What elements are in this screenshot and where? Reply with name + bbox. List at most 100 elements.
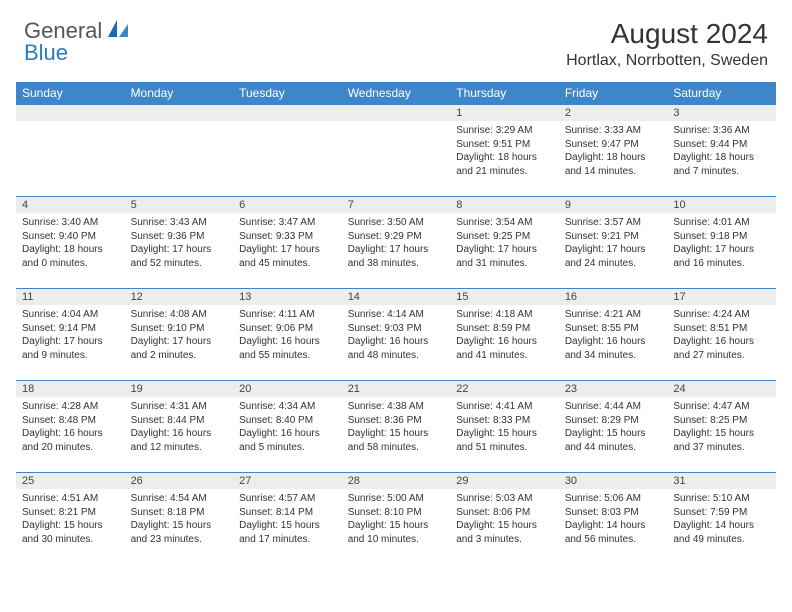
day-content: Sunrise: 4:24 AMSunset: 8:51 PMDaylight:… (667, 305, 776, 365)
day-header: Saturday (667, 82, 776, 105)
sunrise-text: Sunrise: 3:33 AM (565, 124, 662, 138)
calendar-cell: 23Sunrise: 4:44 AMSunset: 8:29 PMDayligh… (559, 381, 668, 473)
daylight-text: Daylight: 16 hours and 27 minutes. (673, 335, 770, 362)
day-number (342, 105, 451, 121)
day-number: 4 (16, 197, 125, 213)
day-content: Sunrise: 5:06 AMSunset: 8:03 PMDaylight:… (559, 489, 668, 549)
day-content: Sunrise: 4:18 AMSunset: 8:59 PMDaylight:… (450, 305, 559, 365)
day-content: Sunrise: 4:34 AMSunset: 8:40 PMDaylight:… (233, 397, 342, 457)
day-content: Sunrise: 3:57 AMSunset: 9:21 PMDaylight:… (559, 213, 668, 273)
sunrise-text: Sunrise: 4:24 AM (673, 308, 770, 322)
sunrise-text: Sunrise: 4:04 AM (22, 308, 119, 322)
sunrise-text: Sunrise: 3:43 AM (131, 216, 228, 230)
calendar-cell: 1Sunrise: 3:29 AMSunset: 9:51 PMDaylight… (450, 105, 559, 197)
day-content: Sunrise: 4:54 AMSunset: 8:18 PMDaylight:… (125, 489, 234, 549)
calendar-cell: 3Sunrise: 3:36 AMSunset: 9:44 PMDaylight… (667, 105, 776, 197)
sunset-text: Sunset: 8:29 PM (565, 414, 662, 428)
day-number: 17 (667, 289, 776, 305)
day-number: 15 (450, 289, 559, 305)
calendar-cell: 29Sunrise: 5:03 AMSunset: 8:06 PMDayligh… (450, 473, 559, 565)
daylight-text: Daylight: 18 hours and 0 minutes. (22, 243, 119, 270)
sunrise-text: Sunrise: 4:11 AM (239, 308, 336, 322)
sunset-text: Sunset: 8:21 PM (22, 506, 119, 520)
sunset-text: Sunset: 9:29 PM (348, 230, 445, 244)
sunrise-text: Sunrise: 4:54 AM (131, 492, 228, 506)
daylight-text: Daylight: 16 hours and 12 minutes. (131, 427, 228, 454)
daylight-text: Daylight: 15 hours and 3 minutes. (456, 519, 553, 546)
sunset-text: Sunset: 8:14 PM (239, 506, 336, 520)
day-number: 10 (667, 197, 776, 213)
sunset-text: Sunset: 9:18 PM (673, 230, 770, 244)
daylight-text: Daylight: 17 hours and 9 minutes. (22, 335, 119, 362)
sunrise-text: Sunrise: 3:50 AM (348, 216, 445, 230)
daylight-text: Daylight: 17 hours and 24 minutes. (565, 243, 662, 270)
sunset-text: Sunset: 7:59 PM (673, 506, 770, 520)
sunrise-text: Sunrise: 3:54 AM (456, 216, 553, 230)
calendar-cell: 14Sunrise: 4:14 AMSunset: 9:03 PMDayligh… (342, 289, 451, 381)
day-number: 11 (16, 289, 125, 305)
sunrise-text: Sunrise: 4:38 AM (348, 400, 445, 414)
calendar-cell: 21Sunrise: 4:38 AMSunset: 8:36 PMDayligh… (342, 381, 451, 473)
day-number: 25 (16, 473, 125, 489)
day-content: Sunrise: 4:31 AMSunset: 8:44 PMDaylight:… (125, 397, 234, 457)
daylight-text: Daylight: 17 hours and 16 minutes. (673, 243, 770, 270)
calendar-cell: 15Sunrise: 4:18 AMSunset: 8:59 PMDayligh… (450, 289, 559, 381)
day-content (125, 121, 234, 127)
sunrise-text: Sunrise: 3:47 AM (239, 216, 336, 230)
sunset-text: Sunset: 9:44 PM (673, 138, 770, 152)
day-number: 23 (559, 381, 668, 397)
daylight-text: Daylight: 18 hours and 14 minutes. (565, 151, 662, 178)
calendar-cell: 28Sunrise: 5:00 AMSunset: 8:10 PMDayligh… (342, 473, 451, 565)
calendar-cell: 20Sunrise: 4:34 AMSunset: 8:40 PMDayligh… (233, 381, 342, 473)
page-header: General August 2024 Hortlax, Norrbotten,… (0, 0, 792, 78)
day-header: Tuesday (233, 82, 342, 105)
calendar-cell: 18Sunrise: 4:28 AMSunset: 8:48 PMDayligh… (16, 381, 125, 473)
day-content: Sunrise: 4:38 AMSunset: 8:36 PMDaylight:… (342, 397, 451, 457)
daylight-text: Daylight: 16 hours and 5 minutes. (239, 427, 336, 454)
daylight-text: Daylight: 15 hours and 37 minutes. (673, 427, 770, 454)
sunrise-text: Sunrise: 4:51 AM (22, 492, 119, 506)
day-content: Sunrise: 4:44 AMSunset: 8:29 PMDaylight:… (559, 397, 668, 457)
calendar-cell: 10Sunrise: 4:01 AMSunset: 9:18 PMDayligh… (667, 197, 776, 289)
sunset-text: Sunset: 8:59 PM (456, 322, 553, 336)
calendar-cell: 27Sunrise: 4:57 AMSunset: 8:14 PMDayligh… (233, 473, 342, 565)
day-number: 7 (342, 197, 451, 213)
day-number: 1 (450, 105, 559, 121)
sunset-text: Sunset: 9:51 PM (456, 138, 553, 152)
sunset-text: Sunset: 8:33 PM (456, 414, 553, 428)
day-content: Sunrise: 4:08 AMSunset: 9:10 PMDaylight:… (125, 305, 234, 365)
day-content: Sunrise: 3:43 AMSunset: 9:36 PMDaylight:… (125, 213, 234, 273)
day-content: Sunrise: 4:51 AMSunset: 8:21 PMDaylight:… (16, 489, 125, 549)
daylight-text: Daylight: 15 hours and 51 minutes. (456, 427, 553, 454)
day-number: 31 (667, 473, 776, 489)
calendar-cell: 26Sunrise: 4:54 AMSunset: 8:18 PMDayligh… (125, 473, 234, 565)
calendar-week: 25Sunrise: 4:51 AMSunset: 8:21 PMDayligh… (16, 473, 776, 565)
day-content: Sunrise: 5:00 AMSunset: 8:10 PMDaylight:… (342, 489, 451, 549)
day-header: Wednesday (342, 82, 451, 105)
day-content: Sunrise: 4:21 AMSunset: 8:55 PMDaylight:… (559, 305, 668, 365)
day-number: 20 (233, 381, 342, 397)
calendar-cell (16, 105, 125, 197)
calendar-cell: 17Sunrise: 4:24 AMSunset: 8:51 PMDayligh… (667, 289, 776, 381)
sunset-text: Sunset: 8:25 PM (673, 414, 770, 428)
calendar-week: 1Sunrise: 3:29 AMSunset: 9:51 PMDaylight… (16, 105, 776, 197)
calendar-cell: 31Sunrise: 5:10 AMSunset: 7:59 PMDayligh… (667, 473, 776, 565)
day-content: Sunrise: 3:50 AMSunset: 9:29 PMDaylight:… (342, 213, 451, 273)
sunrise-text: Sunrise: 5:03 AM (456, 492, 553, 506)
daylight-text: Daylight: 18 hours and 7 minutes. (673, 151, 770, 178)
sunset-text: Sunset: 8:06 PM (456, 506, 553, 520)
daylight-text: Daylight: 16 hours and 20 minutes. (22, 427, 119, 454)
calendar-cell: 19Sunrise: 4:31 AMSunset: 8:44 PMDayligh… (125, 381, 234, 473)
brand-sail-icon (108, 20, 130, 43)
day-content: Sunrise: 3:47 AMSunset: 9:33 PMDaylight:… (233, 213, 342, 273)
sunrise-text: Sunrise: 4:44 AM (565, 400, 662, 414)
day-number: 28 (342, 473, 451, 489)
day-header: Monday (125, 82, 234, 105)
sunrise-text: Sunrise: 4:31 AM (131, 400, 228, 414)
calendar-cell (342, 105, 451, 197)
daylight-text: Daylight: 15 hours and 17 minutes. (239, 519, 336, 546)
day-content: Sunrise: 5:03 AMSunset: 8:06 PMDaylight:… (450, 489, 559, 549)
day-number: 13 (233, 289, 342, 305)
day-content: Sunrise: 4:01 AMSunset: 9:18 PMDaylight:… (667, 213, 776, 273)
day-content: Sunrise: 3:40 AMSunset: 9:40 PMDaylight:… (16, 213, 125, 273)
